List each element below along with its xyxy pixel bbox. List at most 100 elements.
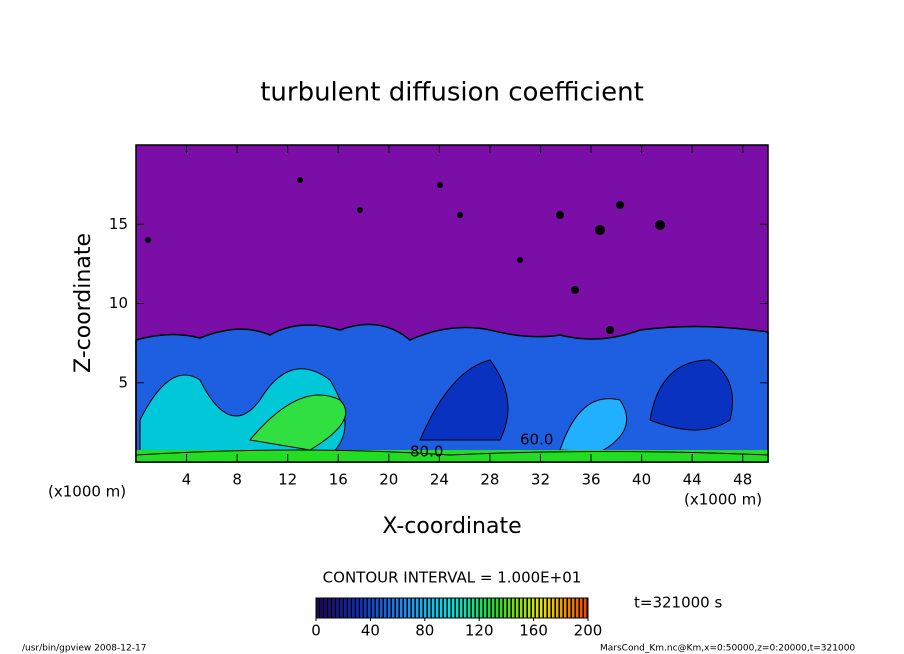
footer-left: /usr/bin/gpview 2008-12-17 (22, 644, 146, 654)
x-tick-label: 20 (379, 471, 398, 489)
chart-title: turbulent diffusion coefficient (260, 78, 644, 108)
colorbar-gap (466, 598, 468, 618)
colorbar-stripe (400, 598, 403, 618)
colorbar-tick-label: 0 (311, 622, 321, 640)
colorbar-gap (322, 598, 324, 618)
colorbar-tick-label: 160 (519, 622, 548, 640)
colorbar-gap (358, 598, 360, 618)
colorbar-stripe (568, 598, 571, 618)
colorbar-gap (422, 598, 424, 618)
colorbar-stripe (492, 598, 495, 618)
colorbar-stripe (496, 598, 499, 618)
colorbar-gap (410, 598, 412, 618)
colorbar-gap (478, 598, 480, 618)
colorbar-stripe (580, 598, 583, 618)
colorbar-gap (522, 598, 524, 618)
colorbar-gap (342, 598, 344, 618)
colorbar-stripe (332, 598, 335, 618)
colorbar-stripe (404, 598, 407, 618)
colorbar-stripe (508, 598, 511, 618)
y-unit: (x1000 m) (48, 483, 126, 501)
colorbar-stripe (540, 598, 543, 618)
x-tick-label: 36 (581, 471, 600, 489)
colorbar-gap (574, 598, 576, 618)
colorbar-gap (554, 598, 556, 618)
colorbar-stripe (316, 598, 319, 618)
colorbar-frame (315, 597, 589, 619)
colorbar-stripe (440, 598, 443, 618)
colorbar-gap (510, 598, 512, 618)
colorbar-stripe (364, 598, 367, 618)
colorbar-stripe (500, 598, 503, 618)
colorbar-stripe (452, 598, 455, 618)
colorbar-gap (546, 598, 548, 618)
colorbar-stripe (572, 598, 575, 618)
colorbar-stripe (520, 598, 523, 618)
colorbar-stripe (504, 598, 507, 618)
colorbar-gap (330, 598, 332, 618)
colorbar-stripe (324, 598, 327, 618)
colorbar-stripe (340, 598, 343, 618)
colorbar-gap (586, 598, 588, 618)
colorbar-stripe (528, 598, 531, 618)
colorbar-gap (534, 598, 536, 618)
x-tick-label: 16 (329, 471, 348, 489)
colorbar-stripe (408, 598, 411, 618)
colorbar-stripe (544, 598, 547, 618)
colorbar-gap (494, 598, 496, 618)
colorbar-stripe (516, 598, 519, 618)
colorbar-gap (578, 598, 580, 618)
x-tick-label: 40 (632, 471, 651, 489)
colorbar-gap (562, 598, 564, 618)
colorbar-stripe (548, 598, 551, 618)
colorbar-gap (518, 598, 520, 618)
colorbar-gap (454, 598, 456, 618)
colorbar-gap (482, 598, 484, 618)
x-tick-label: 24 (430, 471, 449, 489)
colorbar-gap (450, 598, 452, 618)
colorbar-stripe (432, 598, 435, 618)
colorbar-gap (550, 598, 552, 618)
colorbar-gap (458, 598, 460, 618)
colorbar-tick-label: 80 (415, 622, 434, 640)
colorbar-stripe (420, 598, 423, 618)
colorbar-stripe (416, 598, 419, 618)
colorbar-gap (430, 598, 432, 618)
colorbar-stripe (560, 598, 563, 618)
colorbar-gap (498, 598, 500, 618)
y-tick-label: 10 (109, 294, 128, 312)
colorbar-gap (378, 598, 380, 618)
colorbar-gap (406, 598, 408, 618)
colorbar-stripe (536, 598, 539, 618)
colorbar-gap (502, 598, 504, 618)
colorbar-stripe (472, 598, 475, 618)
colorbar-stripe (384, 598, 387, 618)
colorbar-gap (514, 598, 516, 618)
colorbar-stripe (392, 598, 395, 618)
colorbar-gap (538, 598, 540, 618)
colorbar-gap (354, 598, 356, 618)
colorbar-gap (438, 598, 440, 618)
colorbar-stripe (372, 598, 375, 618)
contour-interval: CONTOUR INTERVAL = 1.000E+01 (323, 569, 582, 587)
colorbar-gap (362, 598, 364, 618)
y-axis-label: Z-coordinate (71, 233, 96, 373)
colorbar-gap (434, 598, 436, 618)
colorbar-gap (346, 598, 348, 618)
colorbar-stripe (556, 598, 559, 618)
colorbar-stripe (352, 598, 355, 618)
colorbar-stripe (532, 598, 535, 618)
colorbar-stripe (380, 598, 383, 618)
colorbar-stripe (348, 598, 351, 618)
colorbar-gap (570, 598, 572, 618)
x-tick-label: 4 (182, 471, 192, 489)
colorbar-stripe (388, 598, 391, 618)
colorbar-gap (506, 598, 508, 618)
colorbar-gap (394, 598, 396, 618)
colorbar-gap (462, 598, 464, 618)
colorbar-gap (446, 598, 448, 618)
colorbar-stripe (552, 598, 555, 618)
y-tick-label: 5 (118, 373, 128, 391)
contour-label: 60.0 (520, 431, 553, 449)
colorbar-stripe (456, 598, 459, 618)
